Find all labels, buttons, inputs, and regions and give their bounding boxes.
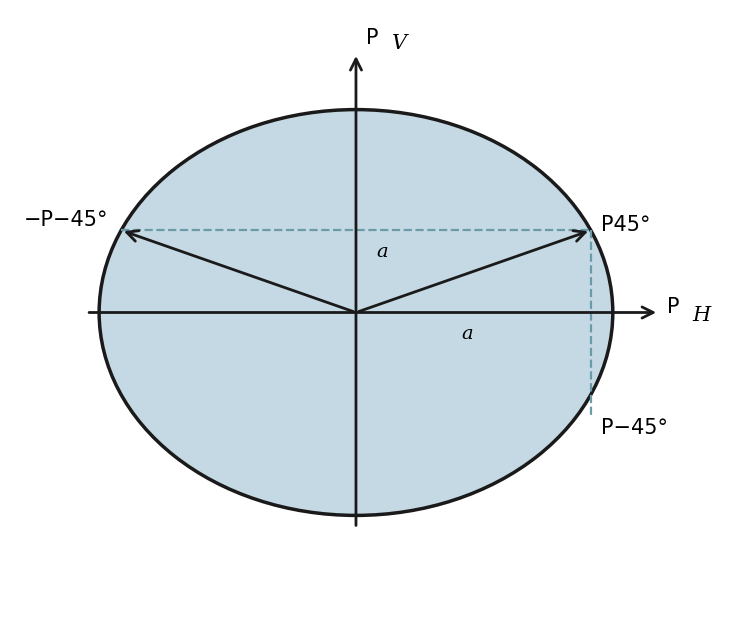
Text: −P−45°: −P−45° [24, 210, 109, 230]
Text: P−45°: P−45° [601, 418, 668, 437]
Text: a: a [376, 243, 388, 261]
Text: V: V [392, 34, 407, 53]
Text: H: H [693, 306, 711, 324]
Text: a: a [461, 326, 473, 343]
Text: P45°: P45° [601, 215, 650, 235]
Ellipse shape [99, 109, 613, 516]
Text: P: P [366, 28, 379, 48]
Text: P: P [667, 298, 679, 318]
